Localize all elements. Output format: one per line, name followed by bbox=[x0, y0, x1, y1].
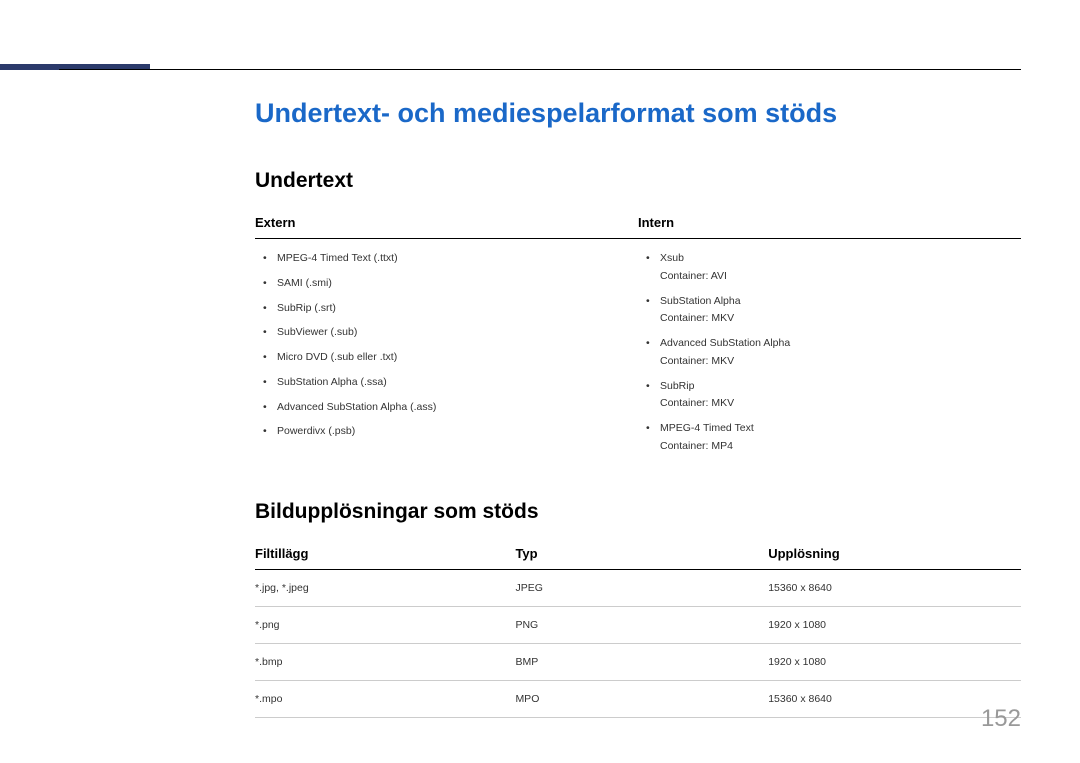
intern-item-name: SubStation Alpha bbox=[660, 295, 741, 307]
intern-item-container: Container: MKV bbox=[660, 311, 1021, 327]
image-table: Filtillägg Typ Upplösning *.jpg, *.jpeg … bbox=[255, 546, 1021, 718]
table-row: *.png PNG 1920 x 1080 bbox=[255, 607, 1021, 644]
page-content: Undertext- och mediespelarformat som stö… bbox=[255, 98, 1021, 718]
intern-item-name: MPEG-4 Timed Text bbox=[660, 422, 754, 434]
subtitle-columns-header-row: Extern Intern bbox=[255, 215, 1021, 238]
list-item: SubStation Alpha Container: MKV bbox=[660, 294, 1021, 328]
cell-ext: *.jpg, *.jpeg bbox=[255, 582, 515, 594]
list-item: Advanced SubStation Alpha (.ass) bbox=[277, 400, 638, 416]
table-row: *.mpo MPO 15360 x 8640 bbox=[255, 681, 1021, 718]
section-title-resolution: Bildupplösningar som stöds bbox=[255, 500, 1021, 524]
intern-item-name: SubRip bbox=[660, 380, 694, 392]
list-item: Xsub Container: AVI bbox=[660, 251, 1021, 285]
list-item: SAMI (.smi) bbox=[277, 276, 638, 292]
col-header-ext: Filtillägg bbox=[255, 546, 515, 561]
intern-item-container: Container: MKV bbox=[660, 354, 1021, 370]
page-number: 152 bbox=[981, 705, 1021, 733]
cell-res: 15360 x 8640 bbox=[768, 693, 1021, 705]
cell-res: 1920 x 1080 bbox=[768, 619, 1021, 631]
list-item: MPEG-4 Timed Text (.ttxt) bbox=[277, 251, 638, 267]
col-header-res: Upplösning bbox=[768, 546, 1021, 561]
subtitle-header-divider bbox=[255, 238, 1021, 239]
table-row: *.jpg, *.jpeg JPEG 15360 x 8640 bbox=[255, 570, 1021, 607]
intern-item-container: Container: AVI bbox=[660, 269, 1021, 285]
list-item: SubViewer (.sub) bbox=[277, 325, 638, 341]
image-table-header-row: Filtillägg Typ Upplösning bbox=[255, 546, 1021, 570]
cell-ext: *.png bbox=[255, 619, 515, 631]
extern-header: Extern bbox=[255, 215, 638, 238]
subtitle-columns: MPEG-4 Timed Text (.ttxt) SAMI (.smi) Su… bbox=[255, 251, 1021, 464]
table-row: *.bmp BMP 1920 x 1080 bbox=[255, 644, 1021, 681]
intern-item-name: Xsub bbox=[660, 252, 684, 264]
cell-type: MPO bbox=[515, 693, 768, 705]
cell-ext: *.mpo bbox=[255, 693, 515, 705]
section-title-subtitle: Undertext bbox=[255, 169, 1021, 193]
top-rule bbox=[59, 69, 1021, 70]
cell-type: BMP bbox=[515, 656, 768, 668]
cell-ext: *.bmp bbox=[255, 656, 515, 668]
list-item: SubStation Alpha (.ssa) bbox=[277, 375, 638, 391]
list-item: Micro DVD (.sub eller .txt) bbox=[277, 350, 638, 366]
main-title: Undertext- och mediespelarformat som stö… bbox=[255, 98, 1021, 129]
extern-column: MPEG-4 Timed Text (.ttxt) SAMI (.smi) Su… bbox=[255, 251, 638, 464]
intern-item-container: Container: MP4 bbox=[660, 439, 1021, 455]
list-item: SubRip (.srt) bbox=[277, 301, 638, 317]
intern-list: Xsub Container: AVI SubStation Alpha Con… bbox=[638, 251, 1021, 455]
intern-item-container: Container: MKV bbox=[660, 396, 1021, 412]
cell-type: JPEG bbox=[515, 582, 768, 594]
list-item: Powerdivx (.psb) bbox=[277, 424, 638, 440]
intern-header: Intern bbox=[638, 215, 1021, 238]
intern-item-name: Advanced SubStation Alpha bbox=[660, 337, 790, 349]
intern-column: Xsub Container: AVI SubStation Alpha Con… bbox=[638, 251, 1021, 464]
cell-res: 1920 x 1080 bbox=[768, 656, 1021, 668]
list-item: SubRip Container: MKV bbox=[660, 379, 1021, 413]
cell-type: PNG bbox=[515, 619, 768, 631]
cell-res: 15360 x 8640 bbox=[768, 582, 1021, 594]
list-item: MPEG-4 Timed Text Container: MP4 bbox=[660, 421, 1021, 455]
image-resolution-section: Bildupplösningar som stöds Filtillägg Ty… bbox=[255, 500, 1021, 718]
list-item: Advanced SubStation Alpha Container: MKV bbox=[660, 336, 1021, 370]
col-header-type: Typ bbox=[515, 546, 768, 561]
extern-list: MPEG-4 Timed Text (.ttxt) SAMI (.smi) Su… bbox=[255, 251, 638, 440]
